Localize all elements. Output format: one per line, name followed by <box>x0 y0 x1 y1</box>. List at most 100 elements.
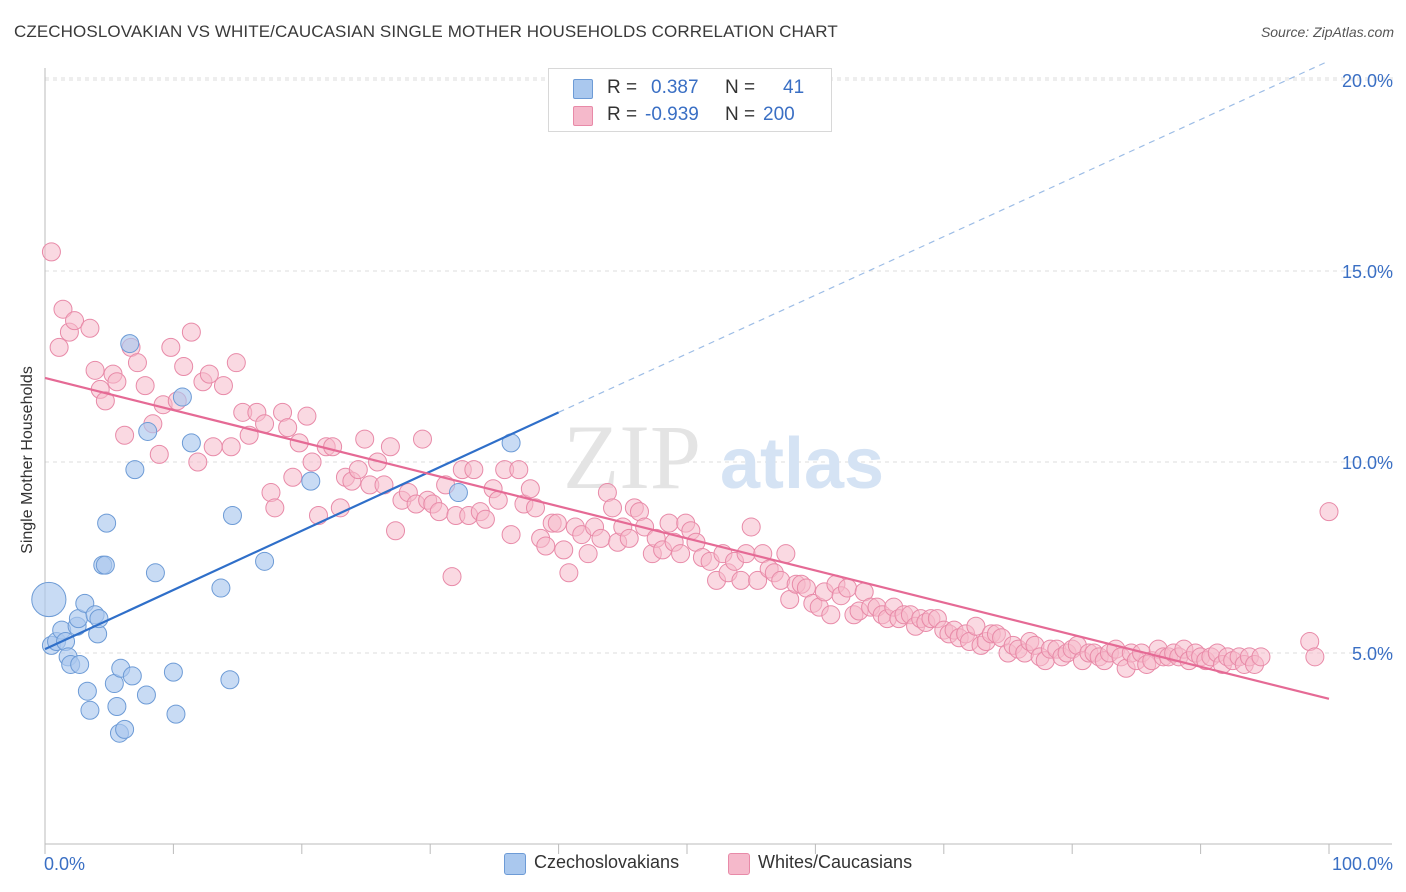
chart-title: CZECHOSLOVAKIAN VS WHITE/CAUCASIAN SINGL… <box>14 22 838 41</box>
correlation-legend: R = 0.387 N = 41 R = -0.939 N = 200 <box>548 68 832 132</box>
watermark-zip: ZIP <box>563 406 701 508</box>
data-point-whites <box>509 460 529 480</box>
data-point-whites <box>221 437 241 457</box>
data-point-whites <box>547 513 567 533</box>
data-point-czechoslovakians <box>77 681 97 701</box>
y-tick-label: 15.0% <box>1342 262 1393 282</box>
data-point-whites <box>283 467 303 487</box>
data-point-czechoslovakians <box>80 700 100 720</box>
data-point-whites <box>838 578 857 598</box>
trend-line-czechoslovakians-extension <box>558 60 1330 413</box>
legend-n-value: 200 <box>763 104 795 125</box>
data-point-whites <box>65 311 85 331</box>
data-point-whites <box>80 318 100 338</box>
data-point-czechoslovakians <box>120 334 140 354</box>
data-point-czechoslovakians <box>181 433 201 453</box>
y-tick-label: 10.0% <box>1342 453 1393 473</box>
data-point-czechoslovakians <box>138 421 158 441</box>
source-label: Source: ZipAtlas.com <box>1260 24 1394 40</box>
data-point-whites <box>85 360 105 380</box>
data-point-whites <box>374 475 394 495</box>
trend-line-whites <box>44 376 1330 700</box>
data-point-whites <box>135 376 155 396</box>
data-point-whites <box>308 505 328 525</box>
data-point-whites <box>1251 647 1271 667</box>
data-point-whites <box>188 452 208 472</box>
y-axis-label: Single Mother Households <box>19 366 36 554</box>
legend-r-label: R = <box>607 104 638 125</box>
legend-r-label: R = <box>607 77 638 98</box>
data-point-whites <box>181 322 201 342</box>
data-point-whites <box>776 544 796 564</box>
data-point-czechoslovakians <box>136 685 156 705</box>
data-point-whites <box>203 437 223 457</box>
data-point-czechoslovakians <box>172 387 192 407</box>
data-point-czechoslovakians <box>70 654 90 674</box>
data-point-whites <box>554 540 574 560</box>
data-point-czechoslovakians <box>166 704 186 724</box>
y-tick-label: 5.0% <box>1352 644 1393 664</box>
legend-n-value: 41 <box>783 77 805 98</box>
data-point-whites <box>525 498 545 518</box>
data-point-whites <box>591 528 611 548</box>
data-point-whites <box>578 544 598 564</box>
data-point-czechoslovakians <box>122 666 142 686</box>
data-point-czechoslovakians <box>163 662 183 682</box>
data-point-whites <box>659 513 679 533</box>
bottom-legend-swatch-blue <box>504 853 526 875</box>
data-point-whites <box>821 605 841 625</box>
data-point-whites <box>386 521 406 541</box>
data-point-whites <box>559 563 579 583</box>
data-point-czechoslovakians <box>301 471 321 491</box>
data-point-czechoslovakians <box>115 719 135 739</box>
data-point-whites <box>536 536 556 556</box>
data-point-whites <box>127 353 147 373</box>
data-point-whites <box>348 460 368 480</box>
data-point-whites <box>355 429 375 449</box>
trend-line-czechoslovakians <box>44 411 560 651</box>
trend-lines <box>44 60 1330 700</box>
tick-labels: 5.0% 10.0% 15.0% 20.0% 0.0% 100.0% <box>44 71 1393 874</box>
data-point-czechoslovakians <box>211 578 231 598</box>
data-point-whites <box>255 414 275 434</box>
data-point-whites <box>107 372 127 392</box>
data-point-whites <box>95 391 115 411</box>
data-point-whites <box>161 337 181 357</box>
data-point-whites <box>115 425 135 445</box>
data-point-czechoslovakians <box>97 513 117 533</box>
bottom-legend-label: Czechoslovakians <box>534 852 680 872</box>
data-point-whites <box>619 528 639 548</box>
data-point-whites <box>464 460 484 480</box>
data-point-whites <box>323 437 343 457</box>
legend-n-label: N = <box>725 77 756 98</box>
data-point-czechoslovakians <box>222 505 242 525</box>
data-point-czechoslovakians <box>31 581 67 618</box>
data-point-whites <box>265 498 285 518</box>
data-point-whites <box>501 525 521 545</box>
bottom-legend-swatch-pink <box>728 853 750 875</box>
data-point-whites <box>174 357 194 376</box>
data-point-whites <box>226 353 246 373</box>
data-point-whites <box>671 544 691 564</box>
data-point-czechoslovakians <box>145 563 165 583</box>
data-point-czechoslovakians <box>125 460 145 480</box>
data-point-whites <box>520 479 540 499</box>
data-point-whites <box>412 429 432 449</box>
legend-swatch-pink <box>573 106 593 126</box>
data-point-whites <box>213 376 233 396</box>
data-point-whites <box>603 498 623 518</box>
legend-swatch-blue <box>573 79 593 99</box>
data-point-whites <box>49 337 69 357</box>
data-point-czechoslovakians <box>448 483 468 503</box>
data-point-czechoslovakians <box>107 696 127 716</box>
legend-r-value: 0.387 <box>651 77 699 98</box>
data-point-whites <box>731 570 751 590</box>
data-point-whites <box>741 517 761 537</box>
data-point-whites <box>748 570 768 590</box>
legend-r-value: -0.939 <box>645 104 699 125</box>
data-point-whites <box>429 502 449 522</box>
data-point-whites <box>1305 647 1325 667</box>
data-point-whites <box>199 364 219 384</box>
data-point-whites <box>53 299 73 319</box>
